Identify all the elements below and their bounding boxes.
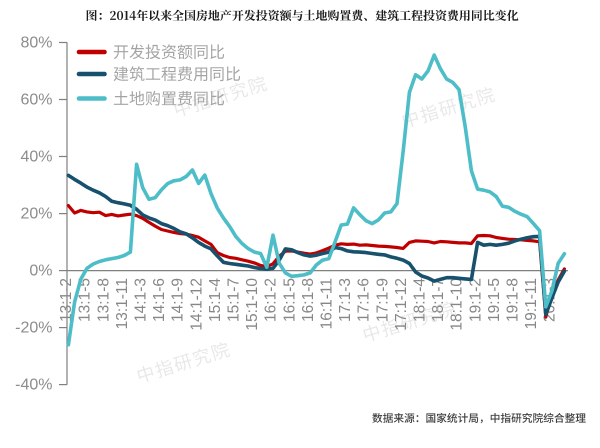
svg-text:13:1-2: 13:1-2 <box>58 278 75 322</box>
svg-text:15:1-7: 15:1-7 <box>226 278 243 322</box>
svg-text:0%: 0% <box>29 262 52 279</box>
svg-text:13:1-11: 13:1-11 <box>114 278 131 329</box>
svg-text:17:1-3: 17:1-3 <box>337 278 354 322</box>
svg-text:-40%: -40% <box>15 376 52 393</box>
svg-text:16:1-8: 16:1-8 <box>300 278 317 322</box>
svg-text:19:1-8: 19:1-8 <box>505 278 522 322</box>
svg-text:18:1-4: 18:1-4 <box>412 278 429 322</box>
svg-text:19:1-11: 19:1-11 <box>523 278 540 329</box>
svg-text:14:1-3: 14:1-3 <box>133 278 150 322</box>
svg-text:18:1-7: 18:1-7 <box>430 278 447 322</box>
svg-text:18:1-10: 18:1-10 <box>449 278 466 331</box>
svg-text:13:1-5: 13:1-5 <box>77 278 94 322</box>
svg-text:17:1-6: 17:1-6 <box>356 278 373 322</box>
svg-text:16:1-11: 16:1-11 <box>319 278 336 329</box>
svg-text:17:1-9: 17:1-9 <box>374 278 391 322</box>
svg-text:80%: 80% <box>20 34 52 51</box>
svg-text:14:1-6: 14:1-6 <box>151 278 168 322</box>
svg-text:20%: 20% <box>20 205 52 222</box>
svg-text:13:1-8: 13:1-8 <box>95 278 112 322</box>
svg-text:14:1-9: 14:1-9 <box>170 278 187 322</box>
svg-text:19:1-2: 19:1-2 <box>467 278 484 322</box>
svg-text:15:1-10: 15:1-10 <box>244 278 261 331</box>
svg-text:16:1-2: 16:1-2 <box>263 278 280 322</box>
svg-text:14:1-12: 14:1-12 <box>188 278 205 331</box>
svg-text:17:1-12: 17:1-12 <box>393 278 410 331</box>
svg-text:40%: 40% <box>20 148 52 165</box>
svg-text:16:1-5: 16:1-5 <box>281 278 298 322</box>
svg-text:19:1-5: 19:1-5 <box>486 278 503 322</box>
svg-text:15:1-4: 15:1-4 <box>207 278 224 322</box>
svg-text:-20%: -20% <box>15 319 52 336</box>
svg-text:60%: 60% <box>20 91 52 108</box>
